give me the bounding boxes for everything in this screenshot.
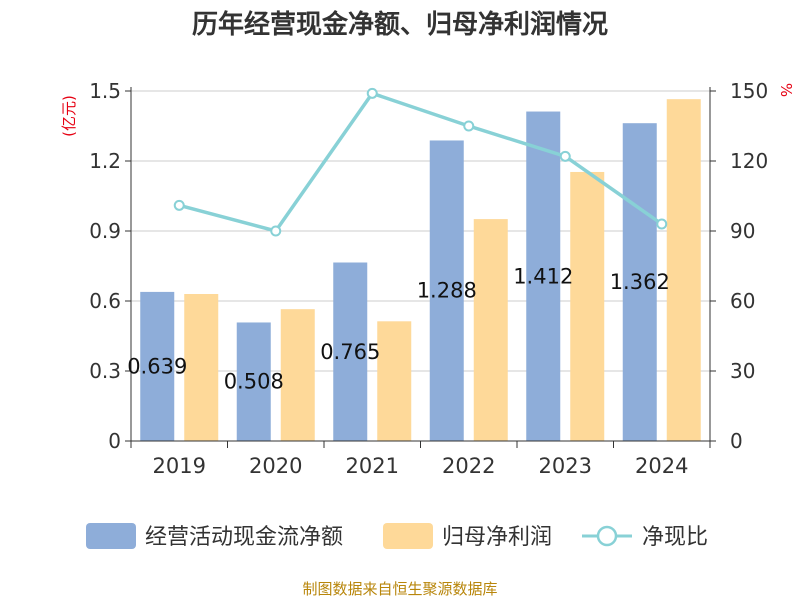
right-axis-tick-label: 150 [730,79,768,103]
left-axis-tick-label: 0.9 [89,219,121,243]
cash-flow-bar [140,291,175,441]
ratio-point [270,225,282,237]
ratio-line [178,91,663,234]
right-axis-tick-label: 60 [730,289,755,313]
left-axis-tick-label: 1.2 [89,149,121,173]
cash-flow-bar [622,123,657,441]
ratio-point [173,199,185,211]
cash-flow-data-label: 0.508 [224,370,284,394]
left-axis-tick-label: 0.3 [89,359,121,383]
legend-swatch-ratio-marker [596,525,618,547]
right-axis-tick-label: 30 [730,359,755,383]
left-axis-tick-label: 0 [108,429,121,453]
right-axis-tick-label: 90 [730,219,755,243]
x-axis-tick-label: 2020 [249,454,302,478]
ratio-point [463,120,475,132]
net-profit-bar [184,294,219,441]
cash-flow-data-label: 1.288 [417,279,477,303]
chart-title: 历年经营现金净额、归母净利润情况 [191,10,608,40]
net-profit-bar [280,309,315,441]
legend-label-ratio: 净现比 [642,525,708,550]
left-axis-tick-label: 0.6 [89,289,121,313]
x-axis-tick-label: 2019 [153,454,206,478]
data-source-note: 制图数据来自恒生聚源数据库 [302,580,498,598]
x-axis-tick-label: 2023 [539,454,592,478]
left-axis-tick-label: 1.5 [89,79,121,103]
x-axis-tick-label: 2024 [635,454,688,478]
ratio-point [656,218,668,230]
net-profit-bar [377,321,412,441]
right-axis-tick-label: 120 [730,149,768,173]
net-profit-bar [666,99,701,442]
x-axis-tick-label: 2022 [442,454,495,478]
cash-flow-data-label: 1.362 [610,270,670,294]
legend-label-net-profit: 归母净利润 [442,525,552,550]
net-profit-bar [473,219,508,441]
x-axis-tick-label: 2021 [346,454,399,478]
left-axis-unit: (亿元) [60,95,78,137]
cash-flow-data-label: 0.765 [320,340,380,364]
net-profit-bar [570,171,605,441]
ratio-point [366,87,378,99]
legend-swatch-cash-flow [86,523,136,549]
cash-flow-bar [526,111,561,442]
cash-flow-bar [429,140,464,441]
ratio-point [559,150,571,162]
cash-flow-data-label: 0.639 [127,354,187,378]
cash-flow-bar [236,322,271,441]
cash-flow-bar [333,262,368,441]
cash-flow-data-label: 1.412 [513,264,573,288]
right-axis-unit: % [777,83,795,97]
legend-label-cash-flow: 经营活动现金流净额 [145,525,343,550]
right-axis-tick-label: 0 [730,429,743,453]
legend-swatch-net-profit [383,523,433,549]
